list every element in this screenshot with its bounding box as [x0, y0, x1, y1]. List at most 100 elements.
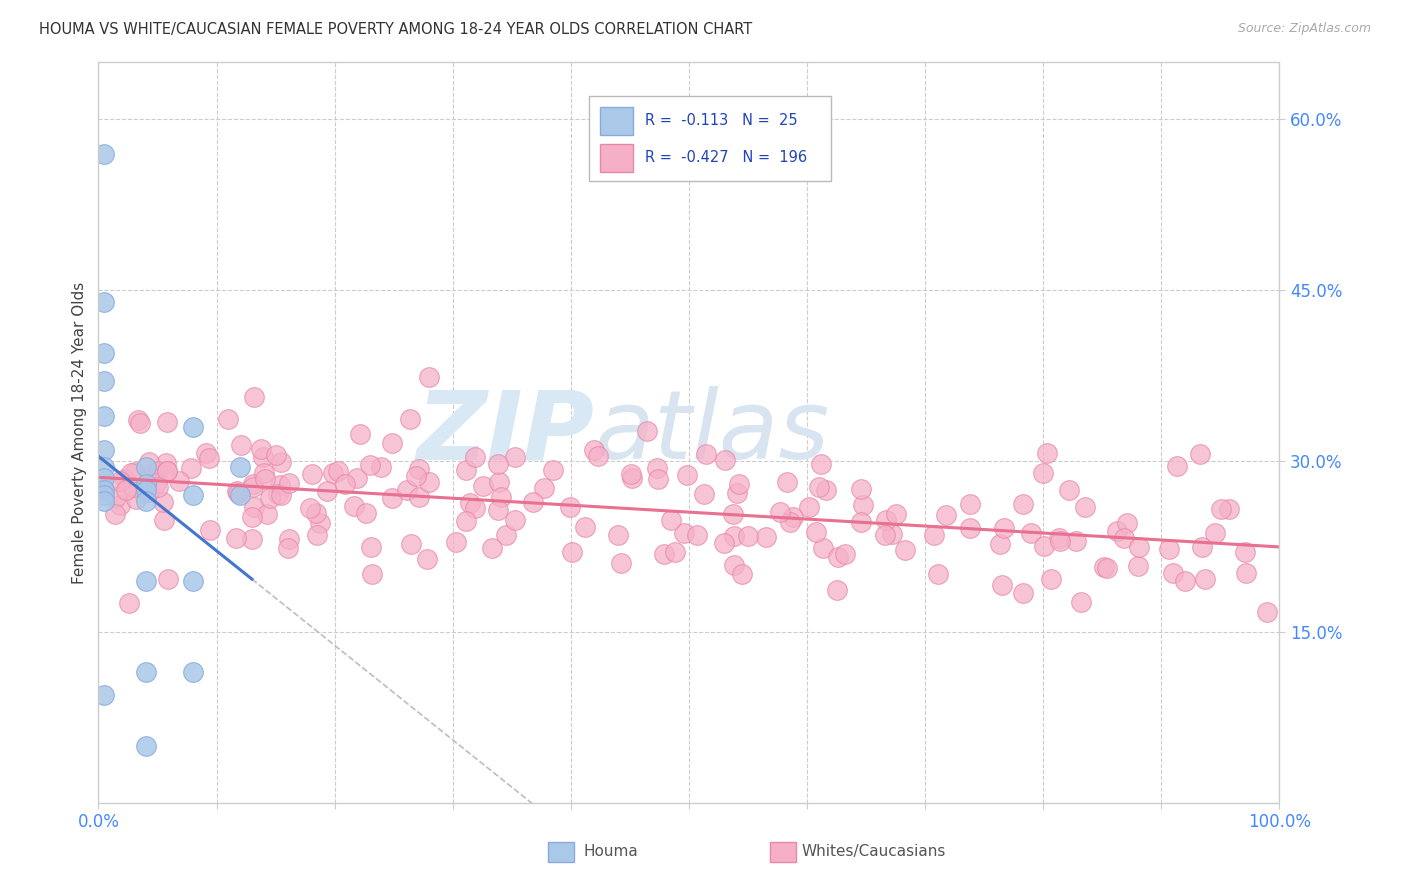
- Point: [1161, 566, 1184, 581]
- Point: [486, 503, 509, 517]
- Point: [607, 528, 630, 542]
- Point: [776, 475, 799, 489]
- Point: [807, 480, 830, 494]
- Point: [458, 496, 481, 510]
- Point: [610, 556, 633, 570]
- Point: [1012, 586, 1035, 600]
- Text: Houma: Houma: [583, 845, 638, 859]
- Text: atlas: atlas: [595, 386, 830, 479]
- Point: [93, 442, 115, 457]
- Point: [198, 523, 221, 537]
- Point: [328, 464, 350, 478]
- Point: [1204, 525, 1226, 540]
- Point: [588, 449, 610, 463]
- Point: [714, 452, 737, 467]
- Point: [226, 486, 249, 500]
- Point: [153, 513, 176, 527]
- Point: [1019, 525, 1042, 540]
- Point: [198, 451, 221, 466]
- Point: [93, 494, 115, 508]
- Point: [620, 467, 643, 482]
- Point: [1194, 572, 1216, 586]
- Point: [108, 474, 131, 488]
- Point: [481, 541, 503, 555]
- Point: [225, 531, 247, 545]
- Point: [654, 548, 676, 562]
- Point: [226, 483, 249, 498]
- Point: [194, 446, 217, 460]
- Point: [1097, 561, 1119, 575]
- Point: [1036, 446, 1059, 460]
- Point: [167, 474, 190, 488]
- Point: [727, 477, 749, 491]
- Point: [156, 464, 179, 478]
- Point: [811, 541, 834, 555]
- Point: [138, 484, 160, 499]
- Point: [723, 558, 745, 572]
- Point: [541, 463, 564, 477]
- Point: [114, 473, 136, 487]
- Point: [135, 459, 157, 474]
- Point: [489, 490, 512, 504]
- Point: [243, 390, 266, 404]
- Point: [135, 483, 157, 497]
- Point: [782, 510, 804, 524]
- Point: [495, 528, 517, 542]
- Point: [471, 479, 494, 493]
- Text: R =  -0.113   N =  25: R = -0.113 N = 25: [645, 113, 797, 128]
- Point: [139, 468, 162, 483]
- Point: [240, 510, 263, 524]
- Point: [264, 448, 287, 462]
- Point: [360, 540, 382, 554]
- Point: [1047, 531, 1070, 545]
- Point: [181, 665, 204, 679]
- Point: [138, 455, 160, 469]
- Point: [894, 543, 917, 558]
- Point: [686, 528, 709, 542]
- Point: [1166, 458, 1188, 473]
- Point: [231, 438, 253, 452]
- Point: [267, 487, 290, 501]
- Point: [533, 481, 555, 495]
- Point: [621, 470, 644, 484]
- Point: [503, 450, 526, 464]
- Point: [93, 688, 115, 702]
- Point: [252, 450, 274, 464]
- Point: [755, 530, 778, 544]
- Point: [118, 596, 141, 610]
- Point: [93, 471, 115, 485]
- Point: [693, 487, 716, 501]
- Point: [135, 574, 157, 588]
- Point: [834, 548, 856, 562]
- Point: [155, 456, 177, 470]
- Point: [583, 443, 606, 458]
- Point: [354, 506, 377, 520]
- Point: [727, 486, 749, 500]
- Bar: [600, 144, 634, 172]
- Point: [673, 525, 696, 540]
- Point: [1032, 467, 1054, 481]
- Point: [395, 483, 418, 498]
- Point: [1092, 559, 1115, 574]
- Point: [1105, 524, 1128, 538]
- Point: [270, 455, 292, 469]
- Point: [349, 427, 371, 442]
- Point: [464, 500, 486, 515]
- Point: [399, 536, 422, 550]
- Point: [1159, 541, 1181, 556]
- Point: [647, 471, 669, 485]
- Point: [779, 515, 801, 529]
- Point: [240, 532, 263, 546]
- Point: [882, 527, 904, 541]
- Point: [1234, 566, 1257, 581]
- Point: [270, 487, 292, 501]
- Point: [125, 491, 148, 506]
- Point: [1012, 497, 1035, 511]
- Point: [124, 465, 146, 479]
- Point: [769, 505, 792, 519]
- Point: [277, 541, 299, 555]
- Point: [308, 516, 330, 530]
- Point: [370, 459, 392, 474]
- Point: [659, 513, 682, 527]
- Point: [1112, 531, 1135, 545]
